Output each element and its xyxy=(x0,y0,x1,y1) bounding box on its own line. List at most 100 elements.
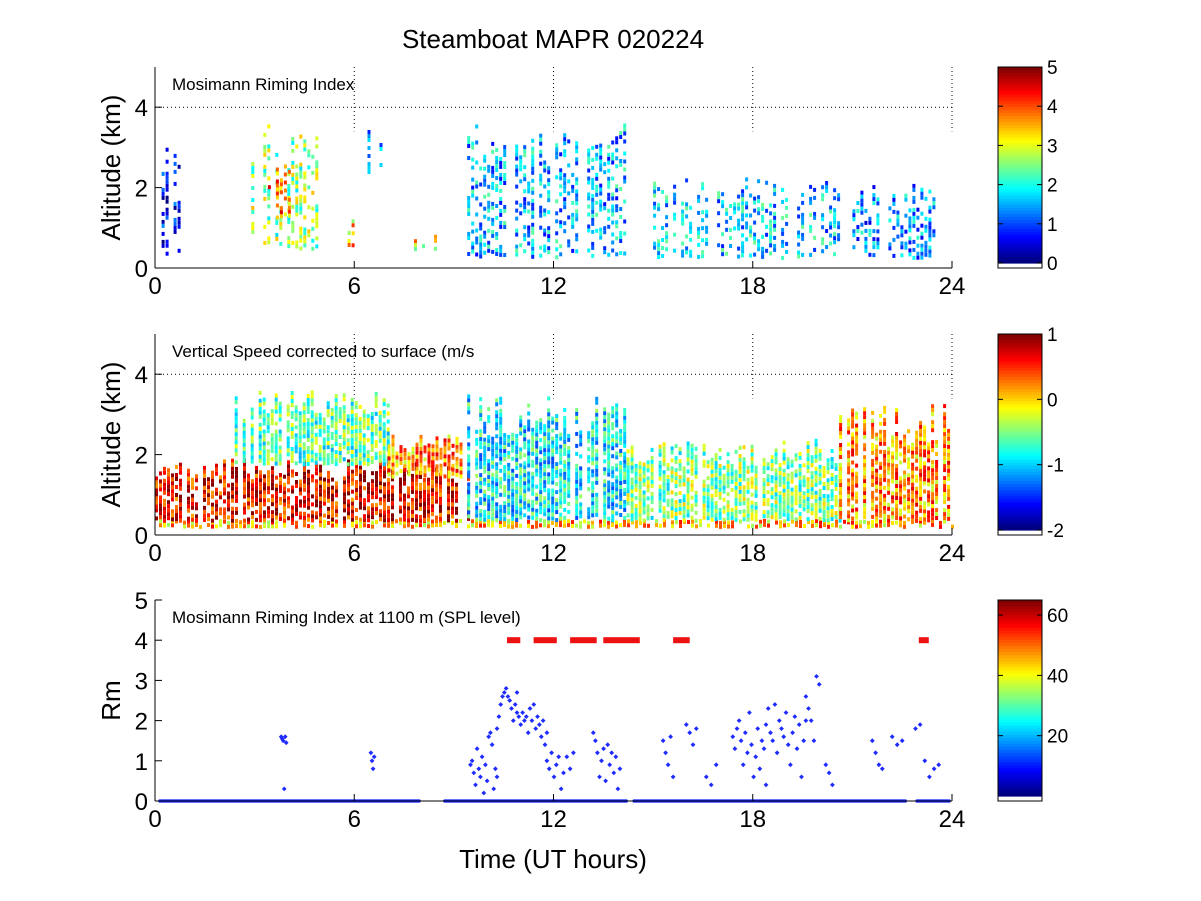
heatmap-region-6 xyxy=(839,404,951,523)
data-point xyxy=(687,730,693,736)
colorbar-band xyxy=(998,355,1042,360)
colorbar-band xyxy=(998,401,1042,406)
x-axis-label: Time (UT hours) xyxy=(459,844,647,874)
data-point xyxy=(510,718,516,724)
colorbar-band xyxy=(998,232,1042,237)
data-point xyxy=(781,734,787,740)
point-segment-11 xyxy=(730,710,769,788)
data-point xyxy=(894,742,900,748)
data-point xyxy=(571,750,576,756)
colorbar-band xyxy=(998,609,1042,613)
event-bar-0 xyxy=(507,637,521,644)
data-point xyxy=(799,774,804,780)
colorbar-tick-label: 1 xyxy=(1047,325,1058,346)
y-axis-label: Rm xyxy=(96,680,126,720)
data-point xyxy=(520,710,525,716)
colorbar-band xyxy=(998,471,1042,476)
plot-area xyxy=(158,637,951,803)
data-point xyxy=(879,766,885,772)
colorbar-band xyxy=(998,618,1042,623)
data-point xyxy=(544,730,550,736)
colorbar-band xyxy=(998,177,1042,181)
data-point xyxy=(736,718,742,724)
colorbar-band xyxy=(998,428,1042,433)
data-point xyxy=(282,734,288,740)
data-point xyxy=(617,766,623,772)
colorbar-band xyxy=(998,119,1042,123)
data-point xyxy=(806,706,811,711)
data-point xyxy=(665,762,671,768)
data-point xyxy=(503,686,509,691)
data-point xyxy=(509,706,514,711)
heatmap-region-5 xyxy=(626,438,842,523)
data-point xyxy=(801,738,807,744)
data-point xyxy=(803,718,809,724)
colorbar-band xyxy=(998,734,1042,739)
data-point xyxy=(567,766,573,772)
x-tick-label: 12 xyxy=(540,273,567,300)
colorbar-band xyxy=(998,97,1042,102)
y-ticks: 0 1 2 3 4 5 xyxy=(135,588,162,816)
point-segment-1 xyxy=(368,750,377,772)
colorbar-band xyxy=(998,621,1042,626)
colorbar-band xyxy=(998,404,1042,409)
colorbar-band xyxy=(998,174,1042,178)
colorbar-band xyxy=(998,235,1042,240)
data-point xyxy=(751,774,756,780)
data-point xyxy=(498,702,504,707)
data-point xyxy=(546,766,552,772)
data-point xyxy=(522,718,527,724)
data-point xyxy=(507,698,513,703)
colorbar-band xyxy=(998,493,1042,497)
data-point xyxy=(873,750,878,756)
data-point xyxy=(469,758,475,764)
data-point xyxy=(564,754,570,760)
data-point xyxy=(668,734,673,740)
colorbar-band xyxy=(998,198,1042,203)
data-point xyxy=(730,734,736,740)
colorbar-band xyxy=(998,444,1042,448)
x-tick-label: 24 xyxy=(939,273,966,300)
data-point xyxy=(660,738,666,744)
data-point xyxy=(481,790,487,796)
heatmap-region-4 xyxy=(367,130,383,174)
colorbar-band xyxy=(998,771,1042,776)
x-tick-label: 12 xyxy=(540,540,567,567)
data-point xyxy=(500,694,505,699)
data-point xyxy=(913,726,918,732)
data-point xyxy=(489,742,495,748)
data-point xyxy=(768,730,773,736)
x-tick-label: 12 xyxy=(540,806,567,833)
colorbar-band xyxy=(998,688,1042,693)
colorbar-band xyxy=(998,642,1042,647)
data-point xyxy=(535,714,540,720)
point-segment-2 xyxy=(468,730,500,796)
data-point xyxy=(796,722,802,728)
y-tick-label: 0 xyxy=(135,789,148,816)
data-point xyxy=(599,758,604,764)
y-tick-label: 3 xyxy=(135,668,148,695)
colorbar-band xyxy=(998,91,1042,96)
colorbar-band xyxy=(998,447,1042,451)
colorbar-band xyxy=(998,704,1042,708)
colorbar-band xyxy=(998,477,1042,482)
colorbar-band xyxy=(998,134,1042,139)
colorbar-band xyxy=(998,502,1042,507)
point-segment-3 xyxy=(494,686,520,732)
data-point xyxy=(613,754,619,760)
data-point xyxy=(757,766,763,772)
data-point xyxy=(713,762,719,768)
x-tick-label: 24 xyxy=(939,806,966,833)
colorbar-band xyxy=(998,386,1042,390)
colorbar-band xyxy=(998,438,1042,442)
colorbar-band xyxy=(998,112,1042,117)
data-point xyxy=(496,714,502,720)
x-tick-label: 6 xyxy=(348,273,361,300)
colorbar-band xyxy=(998,253,1042,258)
y-ticks: 0 2 4 xyxy=(135,95,162,283)
colorbar-band xyxy=(998,655,1042,659)
colorbar-band xyxy=(998,376,1042,381)
heatmap-region-2 xyxy=(234,390,390,467)
point-segment-14 xyxy=(823,762,835,788)
point-segment-6 xyxy=(564,750,576,772)
